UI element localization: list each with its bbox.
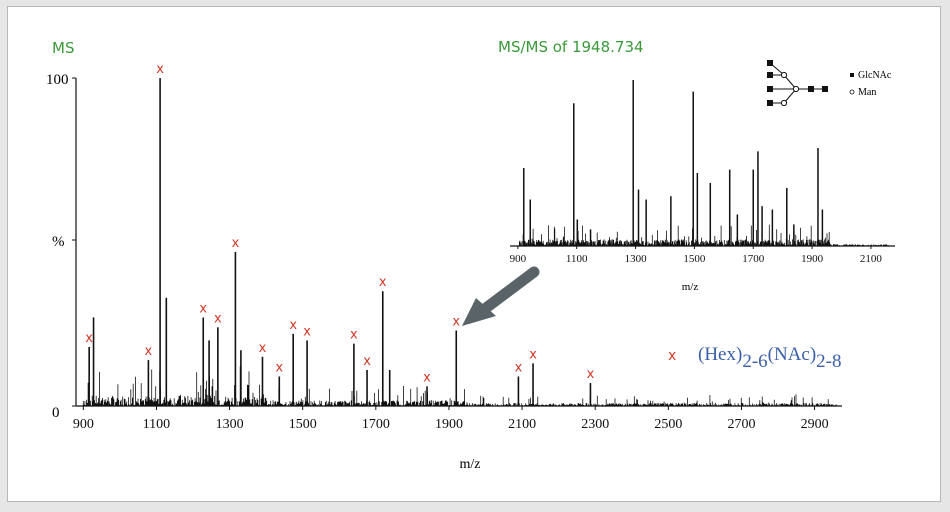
msms-title: MS/MS of 1948.734 (498, 38, 644, 56)
glcnac-square (822, 86, 828, 92)
man-circle (780, 71, 788, 79)
ms-x-tick-label: 1700 (362, 417, 390, 432)
ms-spectrum: MS 100 % 0 m/z 900 1100 1300 1500 1700 1900 21… (46, 39, 842, 472)
msms-x-tick-label: 1100 (566, 253, 588, 265)
peak-marker: x (156, 62, 164, 77)
ms-x-tick-label: 2100 (508, 417, 536, 432)
msms-baseline-noise (519, 224, 890, 246)
glcnac-legend-label: GlcNAc (858, 70, 892, 81)
peak-marker: x (85, 331, 93, 346)
ms-x-tick-label: 2300 (581, 417, 609, 432)
msms-x-tick-label: 1500 (683, 253, 706, 265)
msms-inset: MS/MS of 1948.734 m/z 900 1100 1300 1500 170… (498, 38, 895, 293)
peak-marker: x (289, 318, 297, 333)
arrow-head (462, 298, 496, 326)
ms-peaks (88, 78, 592, 406)
ms-baseline-noise (82, 366, 837, 406)
glcnac-square (767, 100, 773, 106)
man-legend-label: Man (858, 87, 876, 98)
glcnac-square (767, 60, 773, 66)
ms-x-tick-label: 2500 (654, 417, 682, 432)
peak-marker: x (259, 341, 267, 356)
legend-nac: (NAc) (768, 344, 817, 365)
peak-marker: x (423, 370, 431, 385)
legend-composition: (Hex)2-6(NAc)2-8 (698, 344, 842, 372)
glcnac-legend-icon (850, 73, 854, 77)
glcnac-square (808, 86, 814, 92)
glcnac-square (767, 86, 773, 92)
peak-marker: x (145, 344, 153, 359)
glycan-structure: GlcNAc Man (767, 60, 892, 107)
man-circle (792, 85, 800, 93)
peak-marker: x (529, 347, 537, 362)
peak-marker: x (303, 324, 311, 339)
man-circle (780, 99, 788, 107)
msms-x-tick-label: 1300 (625, 253, 648, 265)
peak-marker: x (515, 360, 523, 375)
ms-x-tick-label: 1100 (143, 417, 170, 432)
peak-marker: x (214, 311, 222, 326)
legend-hex: (Hex) (698, 344, 742, 365)
zoom-arrow (462, 266, 540, 326)
ms-x-tick-label: 1300 (216, 417, 244, 432)
ms-x-ticks: 900 1100 1300 1500 1700 1900 2100 2300 2500 2700 2… (73, 406, 829, 432)
ms-y-label-100: 100 (46, 72, 69, 88)
ms-y-label-0: 0 (52, 405, 60, 421)
msms-x-ticks: 900 1100 1300 1500 1700 1900 2100 (510, 246, 883, 265)
ms-title: MS (52, 39, 74, 57)
ms-y-label-percent: % (52, 234, 65, 250)
peak-marker: x (275, 360, 283, 375)
peak-marker: x (350, 328, 358, 343)
ms-x-label: m/z (460, 457, 481, 472)
peak-marker: x (232, 236, 240, 251)
ms-x-tick-label: 1900 (435, 417, 463, 432)
legend-nac-sub: 2-8 (816, 351, 841, 372)
legend-hex-sub: 2-6 (742, 351, 767, 372)
msms-x-tick-label: 900 (510, 253, 527, 265)
ms-x-tick-label: 900 (73, 417, 94, 432)
ms-x-tick-label: 1500 (289, 417, 317, 432)
peak-marker: x (363, 354, 371, 369)
msms-x-label: m/z (682, 281, 699, 293)
peak-marker: x (452, 315, 460, 330)
ms-x-tick-label: 2700 (727, 417, 755, 432)
ms-x-tick-label: 2900 (801, 417, 829, 432)
arrow-shaft (480, 266, 540, 314)
peak-marker: x (379, 275, 387, 290)
msms-x-tick-label: 1700 (742, 253, 765, 265)
man-legend-icon (849, 89, 855, 95)
msms-x-tick-label: 2100 (860, 253, 883, 265)
composition-legend: x (Hex)2-6(NAc)2-8 (668, 344, 842, 372)
peak-marker: x (199, 301, 207, 316)
glcnac-square (767, 72, 773, 78)
msms-peaks (523, 80, 824, 246)
peak-marker: x (587, 367, 595, 382)
msms-x-tick-label: 1900 (801, 253, 824, 265)
legend-x-marker: x (668, 348, 676, 364)
